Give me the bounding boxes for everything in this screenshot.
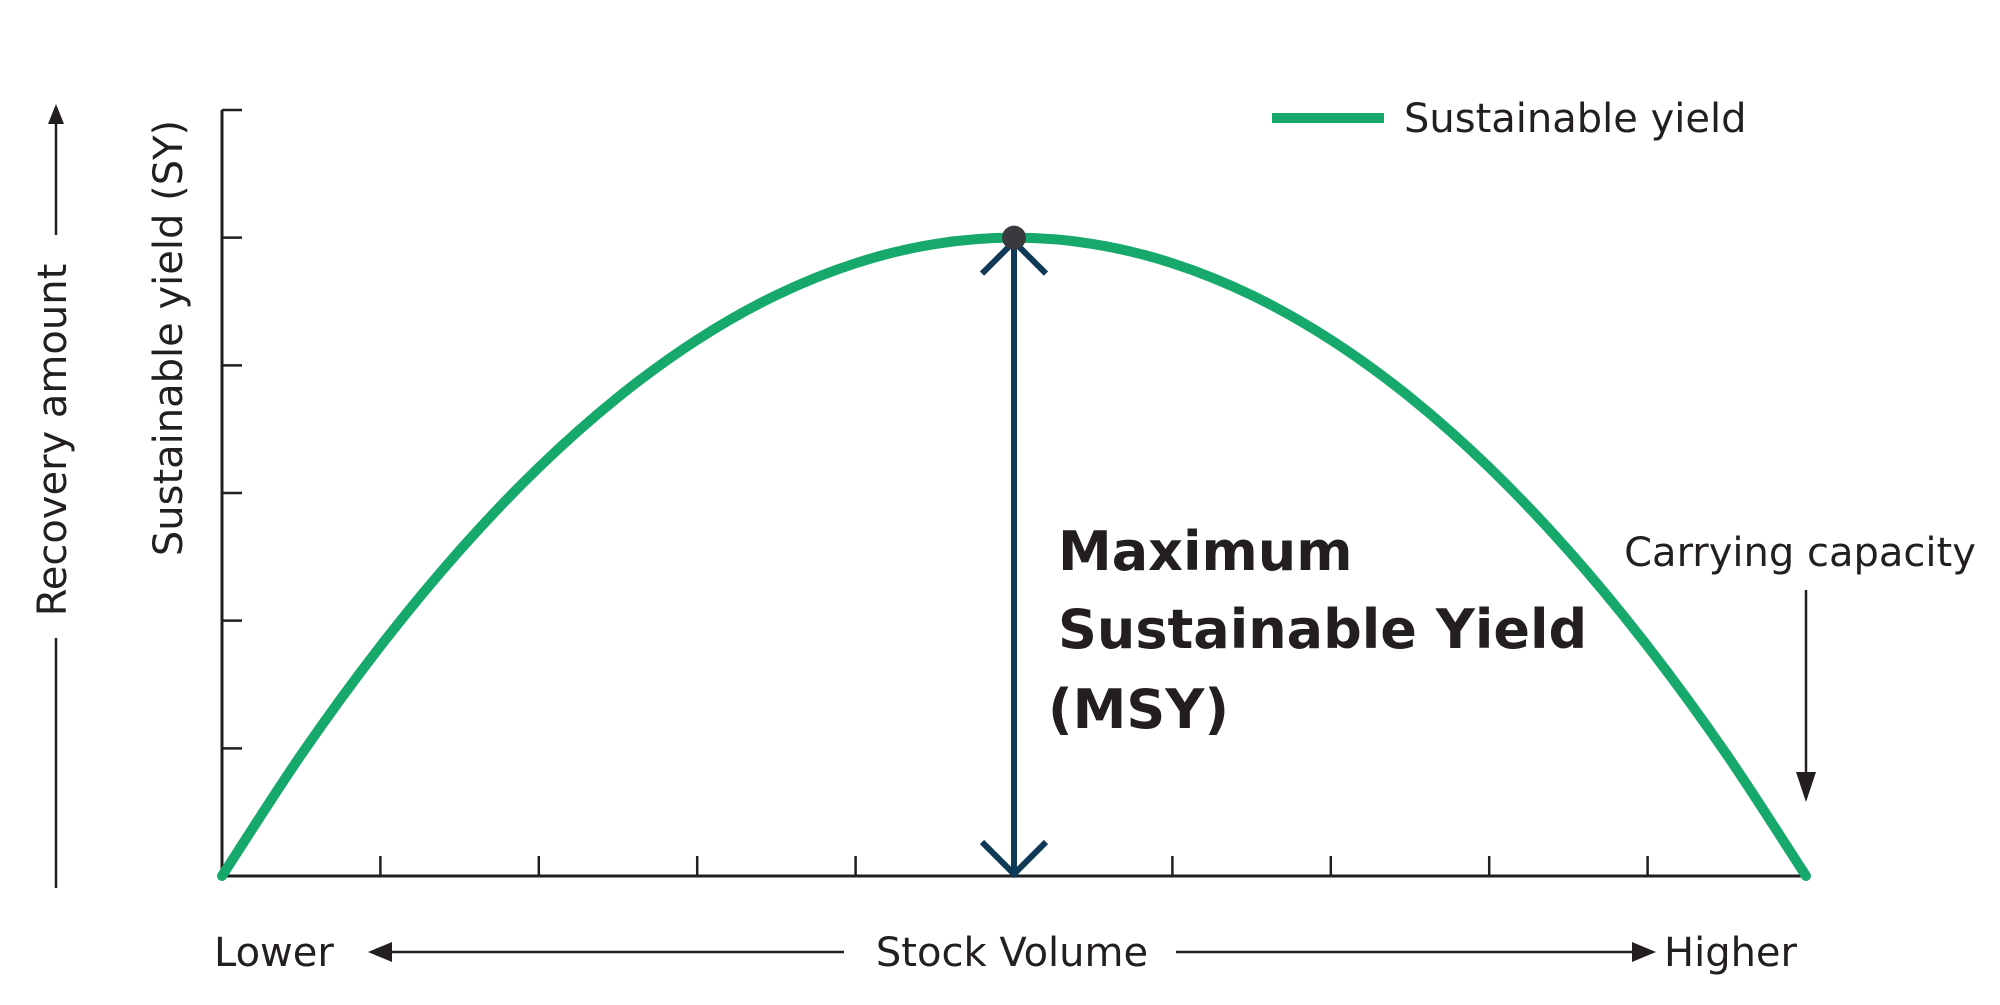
stock-volume-axis-caption: Lower Stock Volume Higher [214,930,1798,976]
x-right-arrow-head [1632,942,1656,962]
carrying-capacity-label: Carrying capacity [1624,530,1976,576]
y-axis-label: Sustainable yield (SY) [146,120,192,556]
x-low-label: Lower [214,930,334,976]
msy-label-line-1: Maximum [1058,520,1353,583]
x-high-label: Higher [1664,930,1798,976]
carrying-capacity-annotation: Carrying capacity [1624,530,1976,802]
legend: Sustainable yield [1272,96,1746,142]
msy-arrow-bottom [979,839,1049,879]
carrying-capacity-arrow-head [1796,772,1816,802]
msy-label-line-3: (MSY) [1048,678,1229,741]
recovery-amount-label: Recovery amount [30,264,76,617]
x-axis-label: Stock Volume [876,930,1148,976]
msy-label-line-2: Sustainable Yield [1058,598,1587,661]
x-axis-ticks [379,856,1649,876]
y-axis-ticks [222,108,242,750]
recovery-amount-arrow: Recovery amount [30,104,76,888]
msy-point [1002,225,1026,250]
x-left-arrow-head [368,942,392,962]
msy-annotation: Maximum Sustainable Yield (MSY) [979,225,1587,879]
legend-label-sustainable-yield: Sustainable yield [1404,96,1746,142]
recovery-arrow-head [48,104,64,124]
